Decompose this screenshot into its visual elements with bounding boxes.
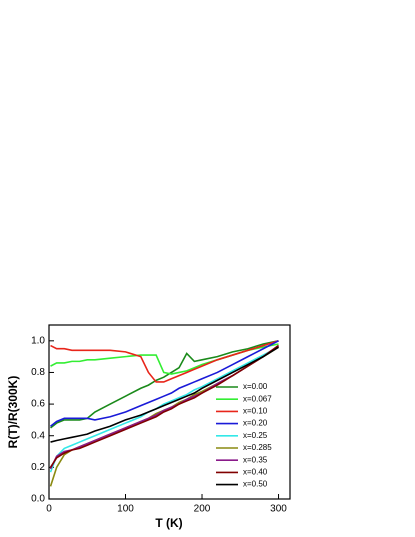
x-axis-label: T (K) xyxy=(155,516,182,530)
y-tick-label: 0.8 xyxy=(31,367,45,378)
x-tick-label: 200 xyxy=(194,504,211,515)
legend-label: x=0.067 xyxy=(243,394,272,403)
series-line xyxy=(50,340,279,427)
y-tick-label: 0.2 xyxy=(31,462,45,473)
legend-label: x=0.10 xyxy=(243,407,268,416)
series-line xyxy=(49,344,279,468)
x-tick-label: 300 xyxy=(270,504,287,515)
x-tick-label: 100 xyxy=(117,504,134,515)
plot-frame xyxy=(48,324,291,500)
legend-label: x=0.35 xyxy=(243,455,268,464)
y-tick-label: 0.4 xyxy=(31,430,45,441)
legend-label: x=0.20 xyxy=(243,419,268,428)
legend-label: x=0.00 xyxy=(243,382,268,391)
series-line xyxy=(49,344,279,470)
legend-label: x=0.50 xyxy=(243,480,268,489)
y-axis-label: R(T)/R(300K) xyxy=(6,376,20,449)
series-line xyxy=(50,340,279,429)
series-line xyxy=(50,340,279,383)
x-tick-label: 0 xyxy=(46,504,52,515)
y-tick-label: 1.0 xyxy=(31,335,45,346)
legend-label: x=0.25 xyxy=(243,431,268,440)
legend-label: x=0.40 xyxy=(243,468,268,477)
y-tick-label: 0.6 xyxy=(31,399,45,410)
series-line xyxy=(50,346,279,443)
legend-label: x=0.285 xyxy=(243,443,272,452)
y-tick-label: 0.0 xyxy=(31,494,45,505)
